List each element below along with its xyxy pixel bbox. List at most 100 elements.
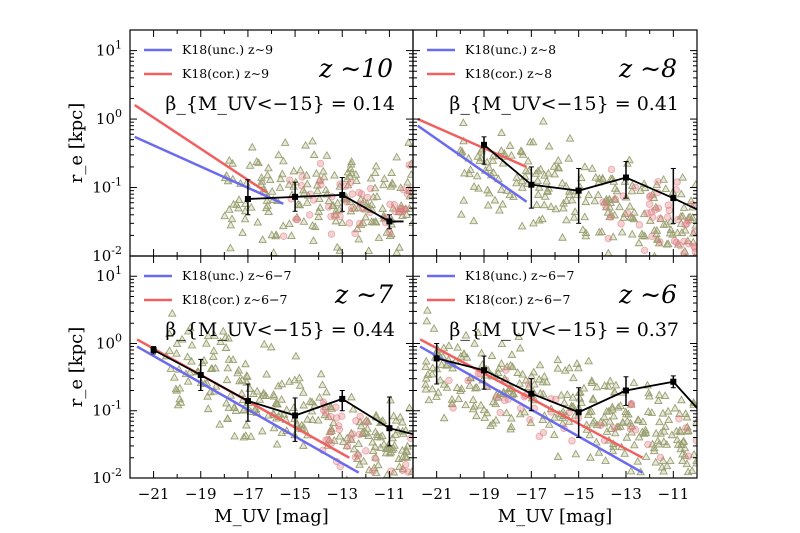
triangle-point xyxy=(208,352,218,360)
circle-point xyxy=(663,213,672,221)
triangle-point xyxy=(634,238,644,247)
circle-point xyxy=(493,393,501,402)
triangle-point xyxy=(183,376,193,385)
circle-point xyxy=(369,467,377,475)
triangle-point xyxy=(461,330,471,339)
x-tick-label: −17 xyxy=(232,485,264,503)
triangle-point xyxy=(298,441,308,449)
circle-point xyxy=(338,412,346,420)
triangle-point xyxy=(513,368,523,376)
circle-point xyxy=(286,176,294,184)
triangle-point xyxy=(331,216,341,225)
triangle-point xyxy=(203,391,212,400)
triangle-point xyxy=(667,430,677,439)
triangle-point xyxy=(506,360,515,369)
triangle-point xyxy=(166,364,176,372)
triangle-point xyxy=(605,376,615,385)
triangle-point xyxy=(216,337,226,346)
triangle-point xyxy=(539,371,549,380)
triangle-point xyxy=(472,411,481,420)
median-marker xyxy=(292,412,299,419)
triangle-point xyxy=(584,356,594,365)
triangle-point xyxy=(620,449,630,457)
median-marker xyxy=(623,174,629,181)
triangle-point xyxy=(672,435,682,444)
triangle-point xyxy=(392,152,402,161)
triangle-point xyxy=(649,446,659,455)
triangle-point xyxy=(665,456,675,465)
circle-point xyxy=(664,201,672,209)
triangle-point xyxy=(564,363,574,372)
triangle-point xyxy=(641,425,650,434)
circle-point xyxy=(604,234,613,243)
triangle-point xyxy=(203,404,213,413)
triangle-point xyxy=(520,407,529,416)
triangle-point xyxy=(550,169,560,178)
triangle-point xyxy=(488,156,498,164)
median-marker xyxy=(339,395,346,402)
triangle-point xyxy=(303,414,312,423)
triangle-point xyxy=(598,173,607,182)
triangle-point xyxy=(581,197,591,206)
triangle-point xyxy=(562,215,571,224)
triangle-point xyxy=(458,118,468,127)
triangle-point xyxy=(223,363,233,372)
triangle-point xyxy=(529,367,539,376)
triangle-point xyxy=(234,195,244,204)
triangle-point xyxy=(271,230,281,239)
triangle-point xyxy=(517,182,527,191)
triangle-point xyxy=(165,346,174,355)
triangle-point xyxy=(322,387,331,396)
triangle-point xyxy=(241,431,251,439)
triangle-point xyxy=(284,180,294,188)
median-marker xyxy=(292,193,299,200)
circle-point xyxy=(449,404,457,412)
triangle-point xyxy=(661,219,671,228)
triangle-point xyxy=(627,229,637,238)
triangle-point xyxy=(663,406,673,415)
y-tick-label: 10-2 xyxy=(92,466,122,487)
circle-point xyxy=(445,376,453,385)
triangle-point xyxy=(578,225,588,233)
x-tick-label: −11 xyxy=(374,485,406,503)
triangle-point xyxy=(553,452,563,460)
circle-point xyxy=(399,185,408,194)
triangle-point xyxy=(574,363,583,372)
panel-bottom-right: −21 −19 −17 −15 −13 −11 K18(unc.) z∼6−7 K18(cor… xyxy=(412,255,698,503)
beta-label: β_{M_UV<−15} = 0.41 xyxy=(449,93,679,115)
triangle-point xyxy=(580,162,590,171)
triangle-point xyxy=(348,404,358,413)
triangle-point xyxy=(364,431,373,440)
triangle-point xyxy=(234,203,243,212)
triangle-point xyxy=(230,402,239,411)
triangle-point xyxy=(570,207,580,216)
triangle-point xyxy=(546,202,556,211)
triangle-point xyxy=(484,163,494,171)
triangle-point xyxy=(488,397,498,406)
triangle-point xyxy=(330,170,339,179)
triangle-point xyxy=(584,190,594,199)
triangle-point xyxy=(538,377,548,386)
triangle-point xyxy=(345,475,349,478)
median-marker xyxy=(339,191,346,198)
triangle-point xyxy=(544,419,554,428)
circle-point xyxy=(357,190,366,198)
circle-point xyxy=(680,249,688,256)
triangle-point xyxy=(272,439,282,448)
triangle-point xyxy=(175,383,185,392)
triangle-point xyxy=(515,409,525,418)
circle-point xyxy=(404,468,412,476)
triangle-point xyxy=(278,221,288,230)
triangle-point xyxy=(505,141,515,149)
legend-label: K18(unc.) z∼8 xyxy=(465,42,556,57)
legend: K18(unc.) z∼8 K18(cor.) z∼8 xyxy=(427,42,556,81)
triangle-point xyxy=(640,231,650,240)
triangle-point xyxy=(651,428,661,437)
triangle-point xyxy=(246,432,256,440)
circle-point xyxy=(640,246,649,255)
triangle-point xyxy=(308,136,317,145)
legend-label: K18(unc.) z∼9 xyxy=(182,42,273,57)
triangle-point xyxy=(371,427,380,436)
triangle-point xyxy=(687,466,697,474)
triangle-point xyxy=(305,396,315,405)
